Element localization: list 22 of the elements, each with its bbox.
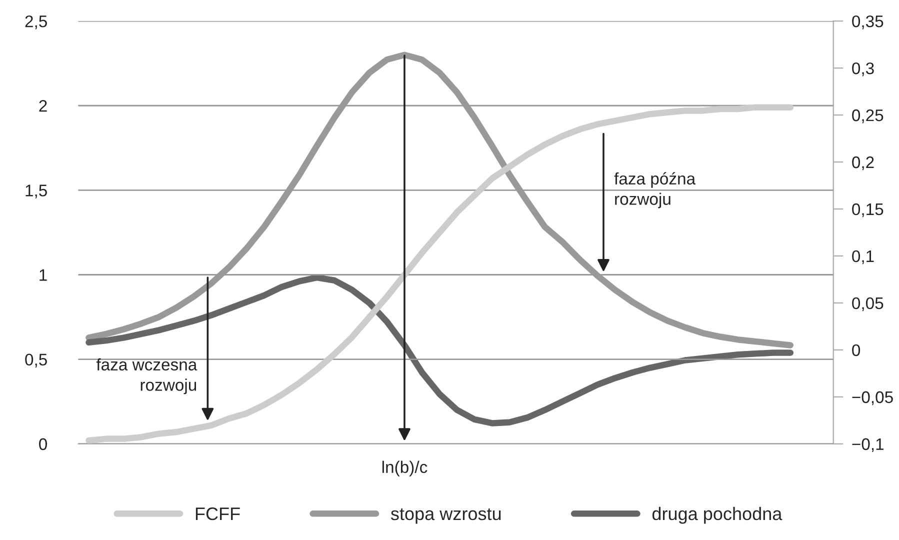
y-tick-label: 0 — [39, 438, 48, 450]
y2-tick-label: −0,05 — [852, 391, 893, 406]
y2-tick-label: 0,1 — [852, 250, 874, 264]
annotation: faza wczesna rozwoju — [96, 358, 198, 394]
y2-tick-label: 0,15 — [852, 203, 884, 218]
y-tick-label: 1,5 — [26, 184, 47, 198]
annotation: faza późna rozwoju — [614, 172, 696, 208]
y2-tick-label: 0,3 — [852, 62, 874, 76]
y-tick-label: 2 — [39, 100, 47, 112]
legend-label: FCFF — [196, 507, 240, 520]
y2-tick-label: 0,35 — [852, 15, 884, 30]
legend-label: stopa wzrostu — [390, 508, 501, 524]
y2-tick-label: −0,1 — [852, 438, 884, 452]
y2-tick-label: 0,05 — [852, 297, 884, 312]
y-tick-label: 0,5 — [25, 354, 47, 368]
text: ln(b)/c — [382, 460, 428, 476]
y2-tick-label: 0,25 — [852, 109, 884, 124]
y-tick-label: 1 — [40, 269, 47, 281]
y-tick-label: 2,5 — [25, 15, 47, 30]
y2-tick-label: 0 — [852, 344, 860, 356]
y2-tick-label: 0,2 — [852, 156, 874, 170]
legend-label: druga pochodna — [652, 506, 782, 524]
